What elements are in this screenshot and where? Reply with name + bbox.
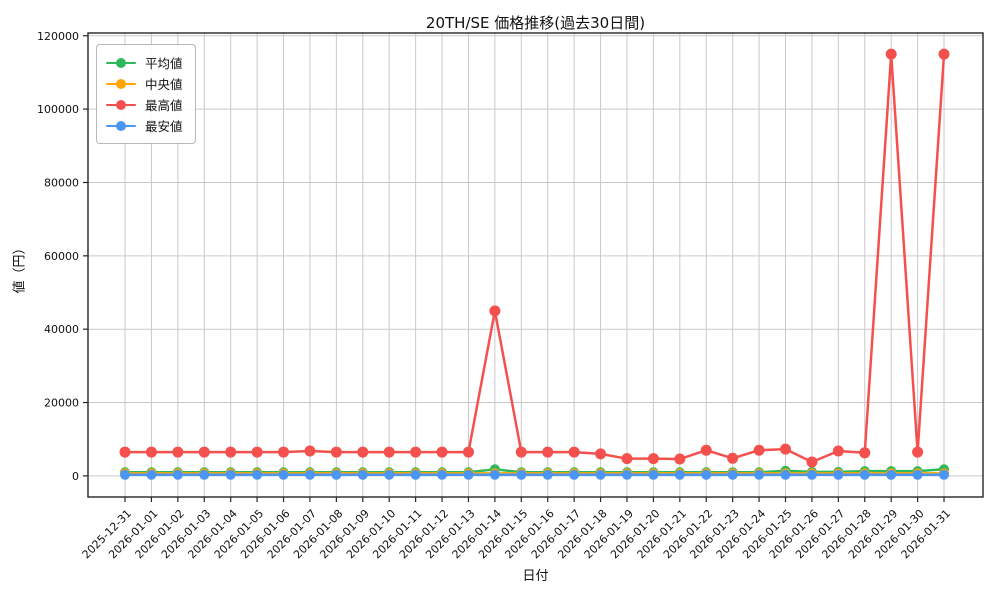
data-point-max: [674, 453, 686, 465]
data-point-min: [357, 469, 368, 480]
data-point-min: [410, 469, 421, 480]
data-point-min: [806, 469, 817, 480]
data-point-max: [436, 446, 448, 458]
data-point-max: [700, 444, 712, 456]
data-point-min: [833, 469, 844, 480]
data-point-min: [754, 469, 765, 480]
data-point-max: [885, 48, 897, 60]
data-point-min: [437, 469, 448, 480]
y-tick-label: 0: [72, 470, 79, 483]
legend-marker-median: [106, 78, 136, 90]
data-point-max: [938, 48, 950, 60]
data-point-min: [939, 469, 950, 480]
legend-marker-average: [106, 57, 136, 69]
data-point-min: [886, 469, 897, 480]
legend-label-median: 中央値: [145, 77, 183, 92]
data-point-max: [806, 456, 818, 468]
data-point-min: [701, 469, 712, 480]
data-point-min: [912, 469, 923, 480]
legend-item-average: 平均値: [106, 52, 183, 73]
data-point-max: [251, 446, 263, 458]
data-point-min: [859, 469, 870, 480]
data-point-max: [753, 444, 765, 456]
data-point-min: [489, 469, 500, 480]
data-point-max: [859, 447, 871, 459]
gridlines: [88, 33, 983, 497]
legend-marker-max: [106, 99, 136, 111]
y-tick-label: 40000: [44, 323, 79, 336]
legend-label-average: 平均値: [145, 56, 183, 71]
x-axis-label: 日付: [522, 569, 549, 584]
data-point-min: [463, 469, 474, 480]
legend-label-min: 最安値: [145, 119, 183, 134]
data-point-max: [542, 446, 554, 458]
data-point-min: [120, 469, 130, 480]
chart-title: 20TH/SE 価格推移(過去30日間): [425, 14, 646, 32]
data-point-min: [569, 469, 580, 480]
series-min: [120, 469, 950, 480]
series-median: [120, 468, 950, 479]
axis-ticks: [83, 35, 945, 502]
y-tick-label: 120000: [37, 30, 79, 43]
data-point-max: [410, 446, 422, 458]
data-point-min: [146, 469, 157, 480]
data-point-max: [727, 452, 739, 464]
data-point-min: [384, 469, 395, 480]
legend-marker-min: [106, 120, 136, 132]
data-point-max: [330, 446, 342, 458]
data-point-min: [674, 469, 685, 480]
data-point-min: [542, 469, 553, 480]
y-tick-label: 60000: [44, 250, 79, 263]
data-point-max: [912, 446, 924, 458]
y-axis-label: 値（円）: [12, 241, 28, 294]
data-point-min: [648, 469, 659, 480]
data-point-min: [516, 469, 527, 480]
plot-border: [87, 32, 984, 498]
series-max: [119, 48, 950, 468]
legend: 平均値中央値最高値最安値: [96, 44, 196, 144]
data-point-min: [252, 469, 263, 480]
data-point-min: [199, 469, 210, 480]
legend-item-min: 最安値: [106, 115, 183, 136]
data-point-min: [331, 469, 342, 480]
data-point-max: [595, 448, 607, 460]
data-point-max: [780, 443, 791, 455]
data-point-max: [198, 446, 210, 458]
data-point-max: [647, 453, 659, 465]
y-tick-label: 20000: [44, 397, 79, 410]
y-tick-label: 100000: [37, 103, 79, 116]
data-point-max: [568, 446, 580, 458]
data-point-min: [225, 469, 236, 480]
data-point-min: [621, 469, 632, 480]
data-point-min: [727, 469, 738, 480]
data-point-min: [595, 469, 606, 480]
series-line-max: [125, 52, 946, 464]
data-point-max: [145, 446, 157, 458]
data-point-max: [304, 445, 316, 457]
data-point-max: [357, 446, 369, 458]
data-point-max: [225, 446, 237, 458]
data-point-max: [462, 446, 474, 458]
data-point-max: [383, 446, 395, 458]
data-point-max: [278, 446, 290, 458]
series-line-average: [125, 468, 945, 474]
legend-item-max: 最高値: [106, 94, 183, 115]
data-point-max: [489, 305, 501, 317]
data-point-max: [515, 446, 527, 458]
data-point-min: [780, 469, 791, 480]
legend-item-median: 中央値: [106, 73, 183, 94]
data-point-max: [832, 445, 844, 457]
data-point-max: [621, 453, 633, 465]
data-point-max: [172, 446, 184, 458]
data-point-min: [278, 469, 289, 480]
data-point-min: [304, 469, 315, 480]
legend-label-max: 最高値: [145, 98, 183, 113]
data-point-min: [172, 469, 183, 480]
y-tick-label: 80000: [44, 176, 79, 189]
data-point-max: [119, 446, 131, 458]
